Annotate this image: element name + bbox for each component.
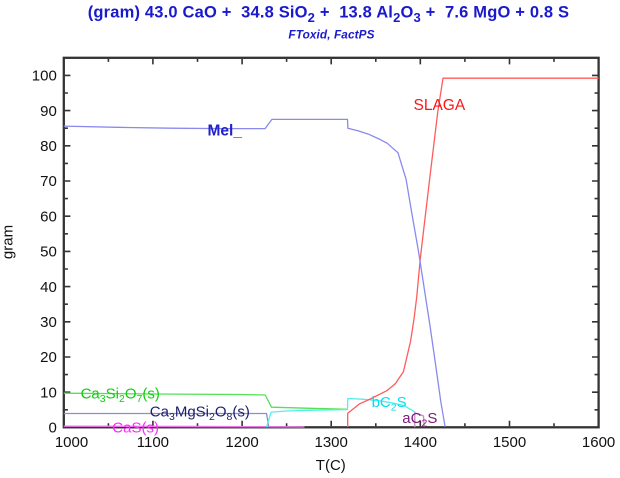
svg-text:1500: 1500 bbox=[493, 434, 526, 451]
svg-text:(gram) 43.0 CaO + 34.8 SiO2 +: (gram) 43.0 CaO + 34.8 SiO2 + 13.8 Al2O3… bbox=[88, 3, 570, 25]
svg-text:Ca3MgSi2O8(s): Ca3MgSi2O8(s) bbox=[150, 403, 250, 423]
svg-text:30: 30 bbox=[40, 314, 57, 331]
svg-text:FToxid, FactPS: FToxid, FactPS bbox=[288, 28, 374, 42]
svg-text:1000: 1000 bbox=[55, 434, 88, 451]
svg-text:0: 0 bbox=[48, 420, 56, 437]
svg-text:70: 70 bbox=[40, 173, 57, 190]
svg-text:20: 20 bbox=[40, 349, 57, 366]
svg-text:80: 80 bbox=[40, 138, 57, 155]
svg-text:bC2S: bC2S bbox=[372, 394, 407, 414]
svg-text:SLAGA: SLAGA bbox=[414, 97, 466, 114]
svg-text:aC2S: aC2S bbox=[402, 410, 437, 430]
svg-text:10: 10 bbox=[40, 384, 57, 401]
svg-text:1600: 1600 bbox=[582, 434, 615, 451]
svg-text:1100: 1100 bbox=[137, 434, 169, 451]
svg-text:60: 60 bbox=[40, 208, 57, 225]
svg-text:1200: 1200 bbox=[225, 434, 258, 451]
svg-text:100: 100 bbox=[32, 68, 57, 85]
svg-text:90: 90 bbox=[40, 103, 57, 120]
svg-text:40: 40 bbox=[40, 279, 57, 296]
svg-text:gram: gram bbox=[0, 225, 17, 259]
svg-text:1300: 1300 bbox=[315, 434, 348, 451]
svg-text:50: 50 bbox=[40, 244, 57, 261]
svg-text:1400: 1400 bbox=[404, 434, 437, 451]
svg-text:Mel_: Mel_ bbox=[208, 123, 243, 140]
svg-text:CaS(s): CaS(s) bbox=[112, 419, 159, 436]
svg-text:T(C): T(C) bbox=[316, 457, 346, 474]
